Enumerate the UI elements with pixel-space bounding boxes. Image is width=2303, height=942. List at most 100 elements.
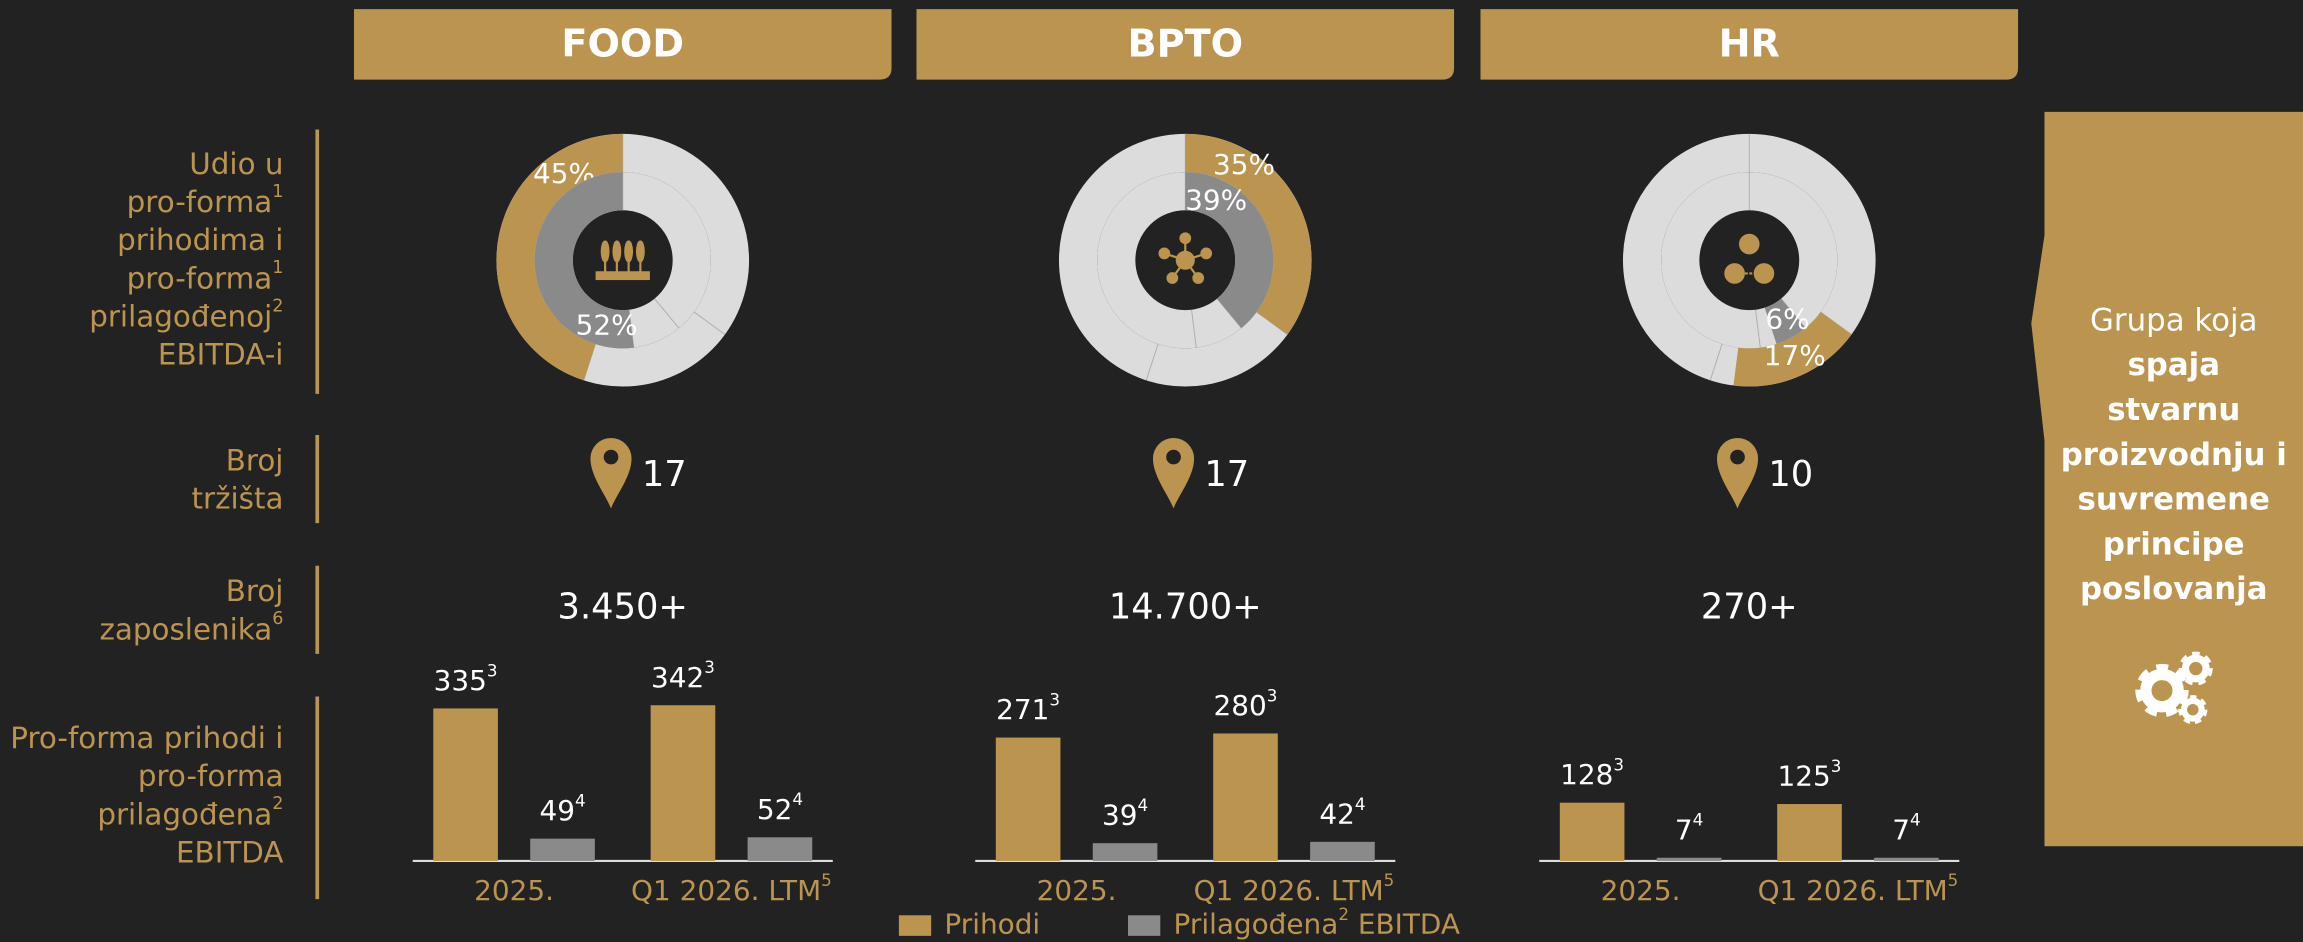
- bar: [1874, 857, 1939, 861]
- pin-icon: [1152, 437, 1195, 509]
- legend-swatch: [1128, 915, 1161, 936]
- network-node: [1166, 272, 1179, 284]
- bar-value-label: 2803: [1214, 685, 1278, 722]
- legend-label: Prihodi: [944, 908, 1040, 941]
- bar-value-label-part: 49: [539, 794, 575, 827]
- donut-separator: [654, 298, 680, 329]
- gear-icon: [2140, 668, 2184, 713]
- bar-value-label: 3353: [434, 660, 498, 697]
- bar-value-label-part: 4: [1693, 810, 1704, 830]
- row-label-part: pro-forma: [138, 759, 284, 793]
- legend-swatch: [898, 915, 932, 936]
- bar-value-label-part: 125: [1778, 760, 1831, 793]
- bar-value-label-part: 280: [1214, 689, 1267, 722]
- bar-value-label: 2713: [996, 690, 1060, 727]
- pin-dot: [603, 449, 619, 465]
- side-panel-line: spaja: [2127, 347, 2220, 383]
- donut-arc: [534, 172, 634, 349]
- header-title: FOOD: [561, 22, 684, 66]
- donut-hole: [1700, 211, 1798, 309]
- bar-value-label-part: 52: [757, 793, 793, 826]
- legend-label-part: EBITDA: [1349, 908, 1460, 941]
- markets-value: 17: [1204, 454, 1249, 495]
- row-label-part: prilagođena: [97, 797, 272, 831]
- side-panel-line: poslovanja: [2080, 571, 2268, 607]
- legend-label: Prilagođena2 EBITDA: [1174, 904, 1460, 941]
- pin-icon: [1716, 437, 1759, 509]
- bar-value-label-part: 4: [1355, 794, 1366, 814]
- pin-dot: [1730, 449, 1745, 465]
- bar-value-label: 74: [1892, 810, 1920, 847]
- row-label: Udio u: [189, 146, 283, 180]
- donut-label: 6%: [1765, 302, 1809, 335]
- bar-value-label-part: 4: [792, 789, 803, 809]
- bar-value-label-part: 271: [996, 693, 1049, 726]
- donut-arc: [496, 133, 623, 381]
- row-label-part: 1: [272, 258, 283, 278]
- header-tab: [1480, 9, 2019, 80]
- row-label: zaposlenika6: [99, 609, 283, 646]
- row-label: pro-forma1: [127, 182, 284, 219]
- wheat-base: [595, 271, 650, 281]
- bar: [1777, 804, 1842, 861]
- row-label-part: EBITDA-i: [158, 337, 284, 371]
- person-node: [1724, 263, 1745, 284]
- donut-separator: [1145, 343, 1159, 381]
- x-category-label-part: Q1 2026. LTM: [1758, 874, 1948, 907]
- wheat-head: [635, 240, 645, 263]
- donut-arc: [1185, 133, 1312, 335]
- header-title: HR: [1719, 22, 1780, 66]
- x-category-label: 2025.: [1037, 874, 1117, 907]
- x-category-label-part: 2025.: [1601, 874, 1681, 907]
- bar-value-label-part: 7: [1892, 813, 1910, 846]
- side-panel-line: principe: [2103, 526, 2245, 562]
- bar-value-label-part: 42: [1319, 797, 1355, 830]
- donut-label: 35%: [1213, 148, 1275, 181]
- person-node: [1739, 233, 1760, 255]
- donut-label: 39%: [1185, 183, 1247, 216]
- row-label: pro-forma1: [127, 258, 284, 295]
- row-label: prilagođenoj2: [89, 296, 283, 333]
- segment-icon: [595, 240, 650, 281]
- bar-value-label-part: 3: [487, 660, 498, 680]
- bar: [1092, 843, 1158, 861]
- markets-value: 17: [642, 454, 687, 495]
- bar: [747, 837, 813, 861]
- row-label: Pro-forma prihodi i: [10, 721, 283, 755]
- bar-value-label-part: 4: [1910, 810, 1921, 830]
- row-label-part: 2: [272, 794, 283, 814]
- row-label-part: pro-forma: [127, 184, 273, 218]
- row-label: Broj: [226, 574, 284, 608]
- x-category-label-part: 2025.: [474, 874, 554, 907]
- row-label-part: Broj: [226, 574, 284, 608]
- employees-value: 14.700+: [1109, 586, 1262, 627]
- row-label: prilagođena2: [97, 794, 283, 831]
- row-label: tržišta: [192, 481, 284, 515]
- network-node: [1158, 247, 1171, 260]
- donut-arc: [1764, 298, 1806, 345]
- x-category-label: Q1 2026. LTM5: [631, 870, 832, 907]
- row-label-part: 1: [272, 182, 283, 202]
- bar-value-label-part: 4: [1137, 795, 1148, 815]
- bar-value-label: 494: [539, 791, 585, 828]
- header-tab: [916, 9, 1455, 80]
- gear-teeth: [2178, 695, 2208, 725]
- bar: [1559, 802, 1625, 861]
- gear-icon: [2181, 654, 2210, 683]
- row-label-part: prihodima i: [117, 223, 283, 257]
- bar-value-label: 524: [757, 789, 803, 826]
- row-label-part: zaposlenika: [99, 612, 272, 646]
- row-label: EBITDA: [176, 835, 283, 869]
- bar-value-label-part: 3: [1613, 755, 1624, 775]
- bar-value-label-part: 3: [1049, 690, 1060, 710]
- pin-icon: [590, 437, 632, 509]
- gear-teeth: [2135, 663, 2189, 718]
- x-category-label: 2025.: [474, 874, 554, 907]
- markets-value: 10: [1768, 454, 1813, 495]
- bar: [1656, 857, 1722, 861]
- donut-separator: [693, 311, 726, 335]
- bar-value-label-part: 335: [434, 664, 487, 697]
- legend-label-part: Prihodi: [944, 908, 1040, 941]
- row-label-part: Pro-forma prihodi i: [10, 721, 283, 755]
- row-label: Broj: [226, 443, 284, 477]
